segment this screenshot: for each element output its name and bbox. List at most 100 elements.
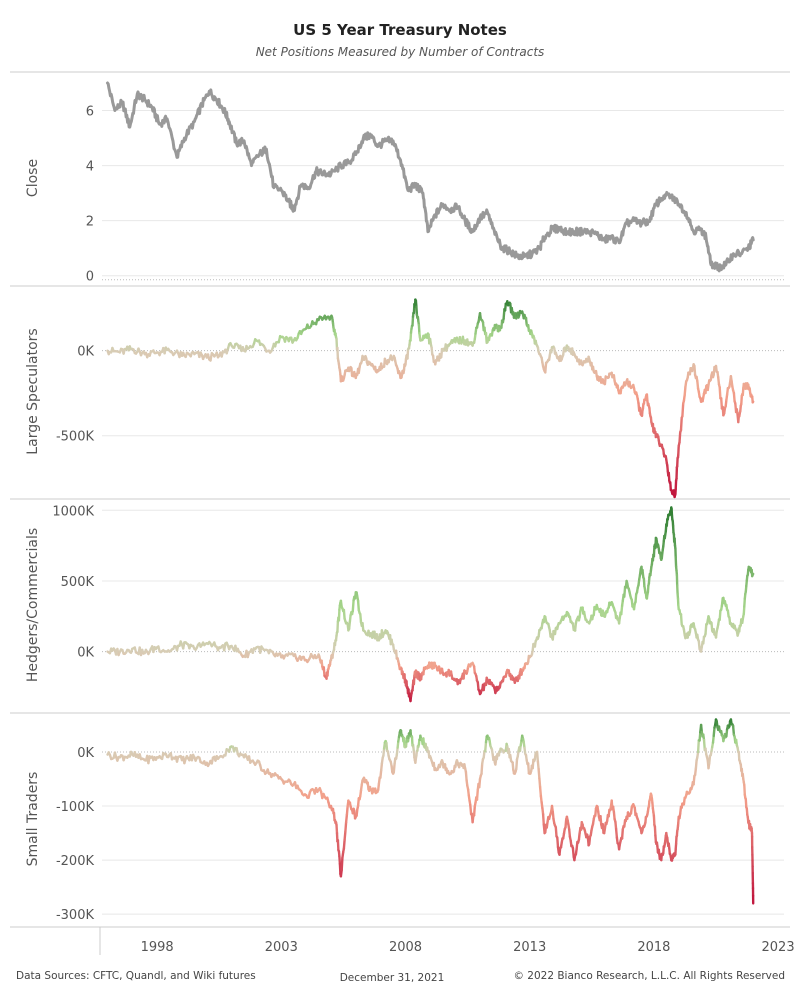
series-segment [359,613,363,624]
series-segment [422,737,426,748]
series-segment [693,364,697,377]
series-segment [683,385,687,397]
series-segment [406,348,410,360]
series-segment [541,813,545,826]
y-tick-label: 6 [86,105,94,120]
series-segment [537,767,541,780]
series-segment [652,814,656,827]
series-segment [694,759,698,770]
series-segment [718,386,722,400]
series-segment [678,431,682,444]
series-segment [385,741,389,753]
series-segment [614,827,619,839]
series-segment [620,828,624,840]
series-segment [751,572,755,576]
y-tick-label: 4 [86,160,94,175]
series-segment [564,818,568,829]
series-segment [379,769,383,779]
series-segment [679,613,683,626]
y-axis-label: Hedgers/Commercials [25,528,41,682]
series-segment [573,622,578,632]
y-tick-label: 2 [86,215,94,230]
y-tick-label: -100K [56,800,95,815]
footer-copyright: © 2022 Bianco Research, L.L.C. All Right… [513,970,785,982]
y-tick-label: -200K [56,854,95,869]
footer-date: December 31, 2021 [340,972,445,984]
series-segment [527,762,531,775]
chart-title: US 5 Year Treasury Notes [293,21,507,39]
series-segment [392,762,396,774]
y-axis-label: Close [25,159,41,197]
panel-close: 0 2 4 6 Close [10,71,790,285]
series-segment [743,597,746,608]
series-segment [554,826,558,838]
series-segment [571,846,575,858]
series-segment [642,577,646,588]
series-segment [335,823,339,835]
series-segment [696,379,700,390]
x-tick-label: 1998 [141,940,174,955]
series-segment [345,805,349,816]
series-segment [634,593,638,604]
y-tick-label: 0K [77,746,94,761]
series-segment [361,622,365,632]
y-tick-label: 500K [61,575,95,590]
series-segment [411,315,415,327]
series-line-hedgers-commercials [106,506,755,703]
series-line-close [106,81,755,273]
series-segment [342,838,346,850]
series-segment [478,777,482,789]
x-tick-label: 2008 [389,940,422,955]
series-segment [476,681,480,691]
series-segment [538,785,543,798]
y-axis-label: Large Speculators [25,328,41,454]
series-segment [710,621,714,632]
series-segment [556,836,560,849]
series-segment [751,400,755,404]
series-segment [653,825,657,837]
series-segment [347,620,352,631]
series-segment [515,758,519,771]
series-segment [696,739,700,754]
series-segment [356,599,360,612]
series-segment [343,830,347,842]
series-segment [332,811,336,822]
series-segment [667,471,671,482]
series-segment [740,394,743,406]
x-tick-label: 2013 [513,940,546,955]
series-segment [614,820,618,831]
series-segment [612,810,616,821]
series-segment [620,604,624,616]
series-line-large-speculators [106,298,755,499]
y-tick-label: 0K [77,345,94,360]
y-tick-label: -500K [56,430,95,445]
x-tick-label: 2018 [637,940,670,955]
series-segment [681,402,685,418]
series-segment [322,666,326,677]
series-segment [344,813,349,824]
x-axis: 1998 2003 2008 2013 2018 2023 [10,926,795,955]
x-tick-label: 2003 [265,940,298,955]
series-segment [350,366,354,377]
series-segment [536,760,540,771]
y-axis-label: Small Traders [25,772,41,867]
series-segment [704,623,708,636]
series-segment [409,331,413,342]
series-segment [402,736,406,748]
series-segment [395,746,399,757]
series-segment [417,323,421,335]
series-segment [415,305,419,316]
series-segment [475,788,479,801]
series-segment [351,599,355,613]
series-segment [484,741,488,753]
footer-sources: Data Sources: CFTC, Quandl, and Wiki fut… [16,970,256,982]
series-segment [669,481,672,492]
panels-group: 0 2 4 6 Close 0K -500K Large Speculators 0K 500K 1… [10,71,790,923]
series-segment [712,726,716,738]
series-segment [412,674,416,686]
y-tick-label: -300K [56,908,95,923]
series-segment [718,609,722,621]
series-segment [464,770,468,782]
series-segment [717,376,721,386]
